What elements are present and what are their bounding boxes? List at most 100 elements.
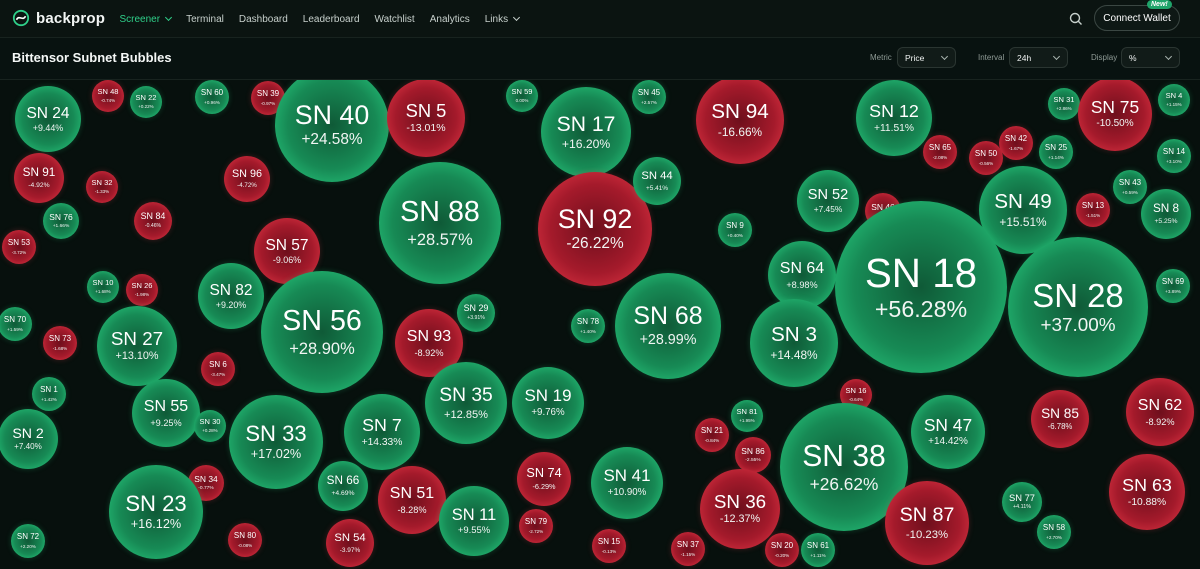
subnet-bubble[interactable]: SN 15 -0.13%	[592, 529, 626, 563]
display-select[interactable]: %	[1121, 47, 1180, 68]
subnet-bubble[interactable]: SN 68 +28.99%	[615, 273, 721, 379]
subnet-bubble[interactable]: SN 64 +8.98%	[768, 241, 836, 309]
subnet-bubble[interactable]: SN 31 +2.86%	[1048, 88, 1080, 120]
search-icon[interactable]	[1068, 11, 1084, 27]
subnet-bubble[interactable]: SN 8 +5.25%	[1141, 189, 1191, 239]
subnet-bubble[interactable]: SN 32 -1.33%	[86, 171, 118, 203]
connect-wallet-button[interactable]: Connect Wallet	[1094, 5, 1180, 31]
subnet-bubble[interactable]: SN 84 -0.46%	[134, 202, 172, 240]
subnet-name: SN 18	[864, 250, 978, 296]
subnet-bubble[interactable]: SN 42 -1.67%	[999, 126, 1033, 160]
subnet-bubble[interactable]: SN 50 -0.56%	[969, 141, 1003, 175]
subnet-bubble[interactable]: SN 81 +1.95%	[731, 400, 763, 432]
subnet-bubble[interactable]: SN 80 -0.08%	[228, 523, 262, 557]
nav-links[interactable]: Links	[477, 14, 526, 25]
subnet-bubble[interactable]: SN 62 -8.92%	[1126, 378, 1194, 446]
subnet-bubble[interactable]: SN 56 +28.90%	[261, 271, 383, 393]
subnet-bubble[interactable]: SN 85 -6.78%	[1031, 390, 1089, 448]
subnet-bubble[interactable]: SN 28 +37.00%	[1008, 237, 1148, 377]
subnet-bubble[interactable]: SN 29 +3.91%	[457, 294, 495, 332]
subnet-bubble[interactable]: SN 17 +16.20%	[541, 87, 631, 177]
subnet-bubble[interactable]: SN 76 +1.66%	[43, 203, 79, 239]
subnet-bubble[interactable]: SN 23 +16.12%	[109, 465, 203, 559]
subnet-change: +1.11%	[810, 552, 826, 558]
subnet-bubble[interactable]: SN 70 +1.59%	[0, 307, 32, 341]
subnet-bubble[interactable]: SN 63 -10.88%	[1109, 454, 1185, 530]
subnet-bubble[interactable]: SN 30 +0.28%	[194, 410, 226, 442]
metric-select[interactable]: Price	[897, 47, 956, 68]
subnet-bubble[interactable]: SN 7 +14.33%	[344, 394, 420, 470]
subnet-bubble[interactable]: SN 20 -0.20%	[765, 533, 799, 567]
subnet-bubble[interactable]: SN 61 +1.11%	[801, 533, 835, 567]
subnet-bubble[interactable]: SN 18 +56.28%	[835, 201, 1007, 373]
subnet-bubble[interactable]: SN 94 -16.66%	[696, 80, 784, 164]
subnet-bubble[interactable]: SN 33 +17.02%	[229, 395, 323, 489]
subnet-change: +17.02%	[250, 447, 302, 462]
subnet-bubble[interactable]: SN 4 +1.15%	[1158, 84, 1190, 116]
subnet-bubble[interactable]: SN 1 +1.42%	[32, 377, 66, 411]
subnet-bubble[interactable]: SN 74 -6.29%	[517, 452, 571, 506]
subnet-bubble[interactable]: SN 10 +1.68%	[87, 271, 119, 303]
subnet-bubble[interactable]: SN 37 -1.15%	[671, 532, 705, 566]
subnet-bubble[interactable]: SN 9 +0.40%	[718, 213, 752, 247]
subnet-bubble[interactable]: SN 79 -2.72%	[519, 509, 553, 543]
subnet-bubble[interactable]: SN 27 +13.10%	[97, 306, 177, 386]
subnet-bubble[interactable]: SN 96 -4.72%	[224, 156, 270, 202]
subnet-bubble[interactable]: SN 66 +4.69%	[318, 461, 368, 511]
subnet-bubble[interactable]: SN 41 +10.90%	[591, 447, 663, 519]
subnet-bubble[interactable]: SN 91 -4.92%	[14, 153, 64, 203]
subnet-bubble[interactable]: SN 52 +7.45%	[797, 170, 859, 232]
nav-analytics[interactable]: Analytics	[422, 14, 477, 25]
subnet-bubble[interactable]: SN 44 +5.41%	[633, 157, 681, 205]
subnet-bubble[interactable]: SN 25 +1.14%	[1039, 135, 1073, 169]
subnet-bubble[interactable]: SN 13 -1.51%	[1076, 193, 1110, 227]
subnet-bubble[interactable]: SN 12 +11.51%	[856, 80, 932, 156]
subnet-bubble[interactable]: SN 73 -1.68%	[43, 326, 77, 360]
subnet-bubble[interactable]: SN 35 +12.85%	[425, 362, 507, 444]
subnet-bubble[interactable]: SN 55 +9.25%	[132, 379, 200, 447]
subnet-bubble[interactable]: SN 77 +4.11%	[1002, 482, 1042, 522]
nav-screener[interactable]: Screener	[112, 14, 179, 25]
subnet-bubble[interactable]: SN 65 -2.08%	[923, 135, 957, 169]
subnet-bubble[interactable]: SN 51 -8.28%	[378, 466, 446, 534]
subnet-bubble[interactable]: SN 24 +9.44%	[15, 86, 81, 152]
brand-logo[interactable]: backprop	[12, 9, 105, 27]
subnet-bubble[interactable]: SN 45 +2.57%	[632, 80, 666, 114]
subnet-bubble[interactable]: SN 14 +3.10%	[1157, 139, 1191, 173]
subnet-bubble[interactable]: SN 92 -26.22%	[538, 172, 652, 286]
subnet-bubble[interactable]: SN 21 -0.84%	[695, 418, 729, 452]
subnet-bubble[interactable]: SN 26 -1.98%	[126, 274, 158, 306]
subnet-bubble[interactable]: SN 22 +0.22%	[130, 86, 162, 118]
interval-select[interactable]: 24h	[1009, 47, 1068, 68]
subnet-bubble[interactable]: SN 60 +0.96%	[195, 80, 229, 114]
nav-terminal[interactable]: Terminal	[179, 14, 232, 25]
subnet-bubble[interactable]: SN 72 +2.20%	[11, 524, 45, 558]
subnet-bubble[interactable]: SN 59 0.00%	[506, 80, 538, 112]
subnet-bubble[interactable]: SN 78 +1.40%	[571, 309, 605, 343]
subnet-bubble[interactable]: SN 54 -3.97%	[326, 519, 374, 567]
subnet-bubble[interactable]: SN 36 -12.37%	[700, 469, 780, 549]
subnet-bubble[interactable]: SN 75 -10.50%	[1078, 80, 1152, 151]
subnet-bubble[interactable]: SN 40 +24.58%	[275, 80, 389, 182]
subnet-bubble[interactable]: SN 2 +7.40%	[0, 409, 58, 469]
nav-dashboard[interactable]: Dashboard	[231, 14, 295, 25]
nav-leaderboard[interactable]: Leaderboard	[295, 14, 367, 25]
subnet-bubble[interactable]: SN 53 -3.72%	[2, 230, 36, 264]
subnet-bubble[interactable]: SN 6 -3.47%	[201, 352, 235, 386]
subnet-bubble[interactable]: SN 58 +2.70%	[1037, 515, 1071, 549]
subnet-bubble[interactable]: SN 5 -13.01%	[387, 80, 465, 157]
subnet-bubble[interactable]: SN 87 -10.23%	[885, 481, 969, 565]
subnet-bubble[interactable]: SN 48 -0.74%	[92, 80, 124, 112]
subnet-bubble[interactable]: SN 3 +14.48%	[750, 299, 838, 387]
subnet-bubble[interactable]: SN 88 +28.57%	[379, 162, 501, 284]
subnet-bubble[interactable]: SN 69 +3.89%	[1156, 269, 1190, 303]
subnet-bubble[interactable]: SN 34 -0.77%	[188, 465, 224, 501]
subnet-bubble[interactable]: SN 82 +9.20%	[198, 263, 264, 329]
subnet-bubble[interactable]: SN 43 +0.59%	[1113, 170, 1147, 204]
subnet-bubble[interactable]: SN 86 -2.55%	[735, 437, 771, 473]
nav-watchlist[interactable]: Watchlist	[367, 14, 422, 25]
subnet-bubble[interactable]: SN 47 +14.42%	[911, 395, 985, 469]
subnet-bubble[interactable]: SN 11 +9.55%	[439, 486, 509, 556]
subnet-bubble[interactable]: SN 19 +9.76%	[512, 367, 584, 439]
subnet-bubble[interactable]: SN 49 +15.51%	[979, 166, 1067, 254]
